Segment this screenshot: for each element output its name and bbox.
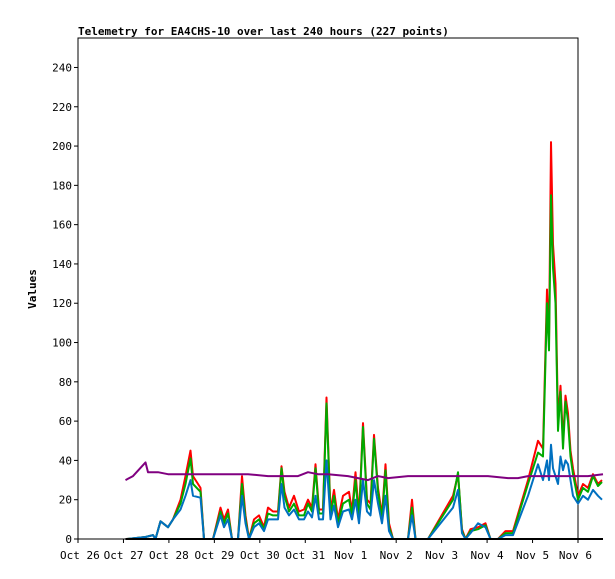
x-tick-label: Nov 3 xyxy=(425,549,458,562)
x-tick-label: Nov 2 xyxy=(380,549,413,562)
y-tick-label: 220 xyxy=(52,101,72,114)
x-tick-label: Oct 26 xyxy=(60,549,100,562)
series-line-2 xyxy=(126,194,603,540)
series-line-4 xyxy=(125,461,604,482)
y-tick-label: 200 xyxy=(52,140,72,153)
series-line-3 xyxy=(126,443,603,540)
series-layer xyxy=(125,141,604,540)
y-tick-label: 0 xyxy=(65,533,72,546)
y-tick-label: 20 xyxy=(59,494,72,507)
chart-title: Telemetry for EA4CHS-10 over last 240 ho… xyxy=(78,25,449,38)
x-tick-label: Nov 6 xyxy=(559,549,592,562)
y-tick-label: 240 xyxy=(52,61,72,74)
y-axis-label: Values xyxy=(26,269,39,309)
x-tick-label: Oct 30 xyxy=(240,549,280,562)
y-tick-label: 40 xyxy=(59,454,72,467)
x-tick-label: Nov 5 xyxy=(516,549,549,562)
y-tick-label: 180 xyxy=(52,179,72,192)
x-tick-label: Oct 29 xyxy=(194,549,234,562)
x-axis: Oct 26 Oct 27 Oct 28 Oct 29 Oct 30 Oct 31 Nov … xyxy=(60,539,592,562)
y-tick-label: 140 xyxy=(52,258,72,271)
x-tick-label: Nov 1 xyxy=(334,549,367,562)
y-tick-label: 160 xyxy=(52,219,72,232)
y-tick-label: 80 xyxy=(59,376,72,389)
y-tick-label: 120 xyxy=(52,297,72,310)
x-tick-label: Nov 4 xyxy=(471,549,504,562)
x-tick-label: Oct 27 xyxy=(104,549,144,562)
y-tick-label: 100 xyxy=(52,337,72,350)
y-axis: 0 20 40 60 80 100 120 140 160 180 200 220 240 xyxy=(52,61,78,546)
y-tick-label: 60 xyxy=(59,415,72,428)
x-tick-label: Oct 31 xyxy=(285,549,325,562)
x-tick-label: Oct 28 xyxy=(149,549,189,562)
